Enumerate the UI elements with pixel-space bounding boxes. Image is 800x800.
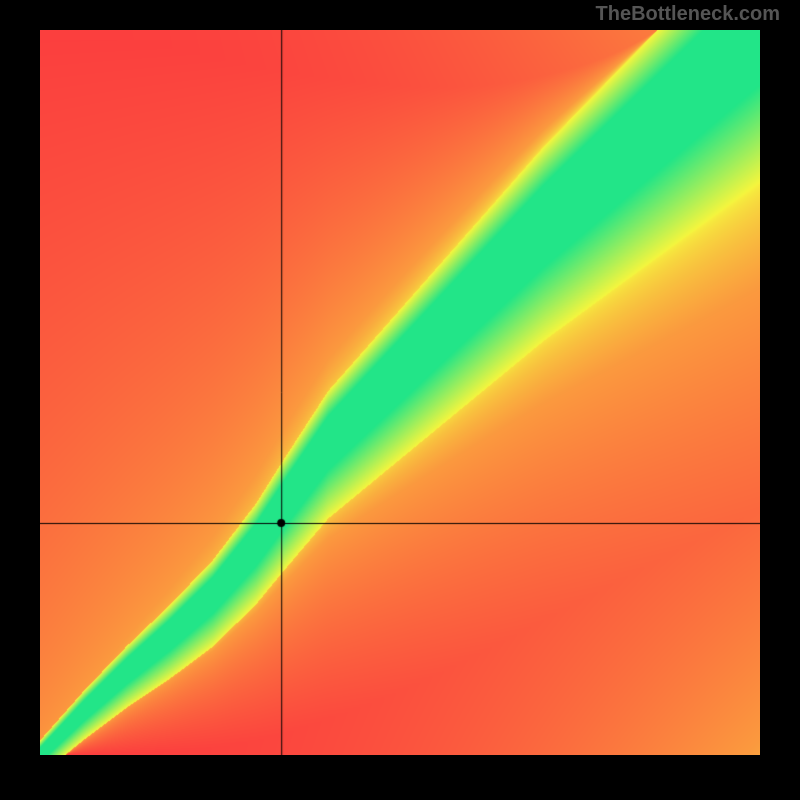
chart-container: TheBottleneck.com xyxy=(0,0,800,800)
heatmap-plot xyxy=(40,30,760,755)
heatmap-canvas xyxy=(40,30,760,755)
watermark-text: TheBottleneck.com xyxy=(596,3,780,26)
